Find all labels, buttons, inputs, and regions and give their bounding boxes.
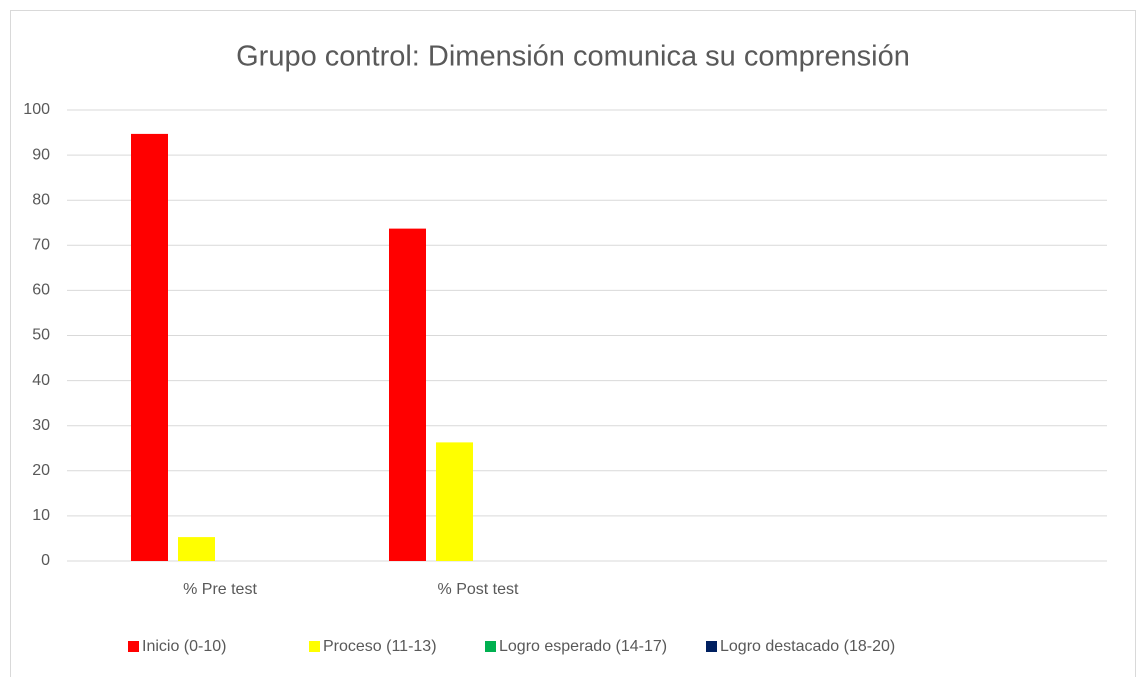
y-tick-label: 20: [32, 462, 50, 479]
bar: [436, 442, 473, 561]
y-tick-label: 0: [41, 552, 50, 569]
legend-swatch: [128, 641, 139, 652]
legend-label: Inicio (0-10): [142, 638, 226, 655]
y-tick-label: 90: [32, 146, 50, 163]
y-tick-label: 30: [32, 417, 50, 434]
legend-swatch: [309, 641, 320, 652]
y-tick-label: 100: [23, 101, 50, 118]
y-tick-label: 70: [32, 237, 50, 254]
bar: [178, 537, 215, 561]
y-tick-label: 80: [32, 191, 50, 208]
legend-swatch: [485, 641, 496, 652]
chart-title: Grupo control: Dimensión comunica su com…: [236, 41, 910, 73]
x-tick-label: % Pre test: [183, 581, 257, 598]
legend-label: Logro destacado (18-20): [720, 638, 895, 655]
y-tick-label: 50: [32, 327, 50, 344]
bar: [389, 228, 426, 561]
chart-border: [10, 10, 1136, 677]
legend-swatch: [706, 641, 717, 652]
bar: [131, 133, 168, 561]
y-tick-label: 10: [32, 507, 50, 524]
y-tick-label: 40: [32, 372, 50, 389]
y-tick-label: 60: [32, 282, 50, 299]
x-tick-label: % Post test: [438, 581, 519, 598]
legend-label: Proceso (11-13): [323, 638, 437, 655]
legend-label: Logro esperado (14-17): [499, 638, 667, 655]
